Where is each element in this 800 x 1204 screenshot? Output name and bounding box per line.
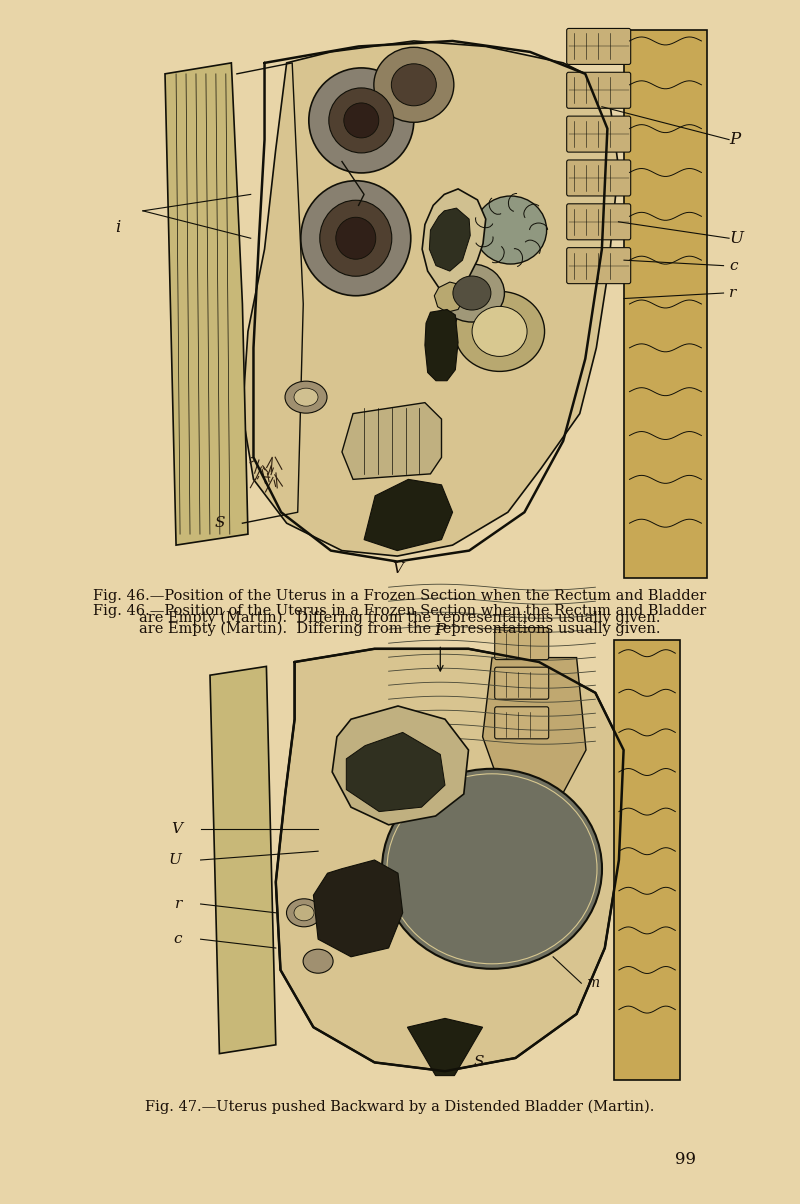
Polygon shape <box>614 641 680 1080</box>
Ellipse shape <box>320 200 392 276</box>
Polygon shape <box>165 63 248 545</box>
Text: U: U <box>729 230 743 247</box>
FancyBboxPatch shape <box>566 116 630 152</box>
Ellipse shape <box>374 47 454 123</box>
Ellipse shape <box>336 217 376 259</box>
Ellipse shape <box>474 196 546 264</box>
Ellipse shape <box>294 904 314 921</box>
Ellipse shape <box>344 102 379 138</box>
FancyBboxPatch shape <box>566 72 630 108</box>
Text: Fig. 47.—Uterus pushed Backward by a Distended Bladder (Martin).: Fig. 47.—Uterus pushed Backward by a Dis… <box>146 1099 654 1114</box>
Ellipse shape <box>301 181 410 296</box>
Polygon shape <box>434 282 464 312</box>
Polygon shape <box>276 649 624 1072</box>
Text: U: U <box>169 852 182 867</box>
Text: Fig. 46.—Position of the Uterus in a Frozen Section when the Rectum and Bladder: Fig. 46.—Position of the Uterus in a Fro… <box>94 589 706 603</box>
Text: are Empty (Martin).  Differing from the representations usually given.: are Empty (Martin). Differing from the r… <box>139 621 661 636</box>
Ellipse shape <box>382 769 602 969</box>
Text: r: r <box>174 897 182 911</box>
Ellipse shape <box>422 1025 467 1064</box>
Ellipse shape <box>294 388 318 406</box>
Polygon shape <box>425 309 458 380</box>
FancyBboxPatch shape <box>566 248 630 284</box>
Polygon shape <box>210 666 276 1054</box>
Text: S: S <box>474 1056 484 1069</box>
Text: V: V <box>392 561 402 576</box>
FancyBboxPatch shape <box>566 29 630 65</box>
Text: are Empty (Martin).  Differing from the representations usually given.: are Empty (Martin). Differing from the r… <box>139 610 661 625</box>
Polygon shape <box>314 860 402 957</box>
Text: m: m <box>586 976 599 990</box>
Polygon shape <box>332 706 469 825</box>
Text: i: i <box>115 219 121 236</box>
Ellipse shape <box>309 67 414 173</box>
Polygon shape <box>624 30 707 578</box>
Text: V: V <box>171 822 182 837</box>
FancyBboxPatch shape <box>494 707 549 739</box>
Ellipse shape <box>286 899 322 927</box>
Text: P: P <box>434 622 446 639</box>
Polygon shape <box>342 402 442 479</box>
Text: P: P <box>729 131 740 148</box>
Ellipse shape <box>453 276 491 311</box>
Text: c: c <box>174 932 182 946</box>
Text: 99: 99 <box>675 1151 697 1169</box>
Ellipse shape <box>303 949 333 973</box>
Ellipse shape <box>472 306 527 356</box>
Ellipse shape <box>285 382 327 413</box>
Ellipse shape <box>391 64 436 106</box>
FancyBboxPatch shape <box>494 667 549 700</box>
Polygon shape <box>364 479 453 550</box>
Ellipse shape <box>454 291 545 371</box>
FancyBboxPatch shape <box>494 627 549 660</box>
Polygon shape <box>430 208 470 271</box>
Polygon shape <box>407 1019 482 1075</box>
Text: S: S <box>215 517 226 530</box>
Ellipse shape <box>439 264 505 321</box>
Polygon shape <box>346 732 445 811</box>
Ellipse shape <box>329 88 394 153</box>
Text: r: r <box>729 287 736 300</box>
Polygon shape <box>482 657 586 793</box>
FancyBboxPatch shape <box>566 160 630 196</box>
Text: Fig. 46.—Position of the Uterus in a Frozen Section when the Rectum and Bladder: Fig. 46.—Position of the Uterus in a Fro… <box>94 604 706 618</box>
Polygon shape <box>422 189 486 293</box>
Text: c: c <box>729 259 738 272</box>
Polygon shape <box>242 41 618 556</box>
FancyBboxPatch shape <box>566 203 630 240</box>
